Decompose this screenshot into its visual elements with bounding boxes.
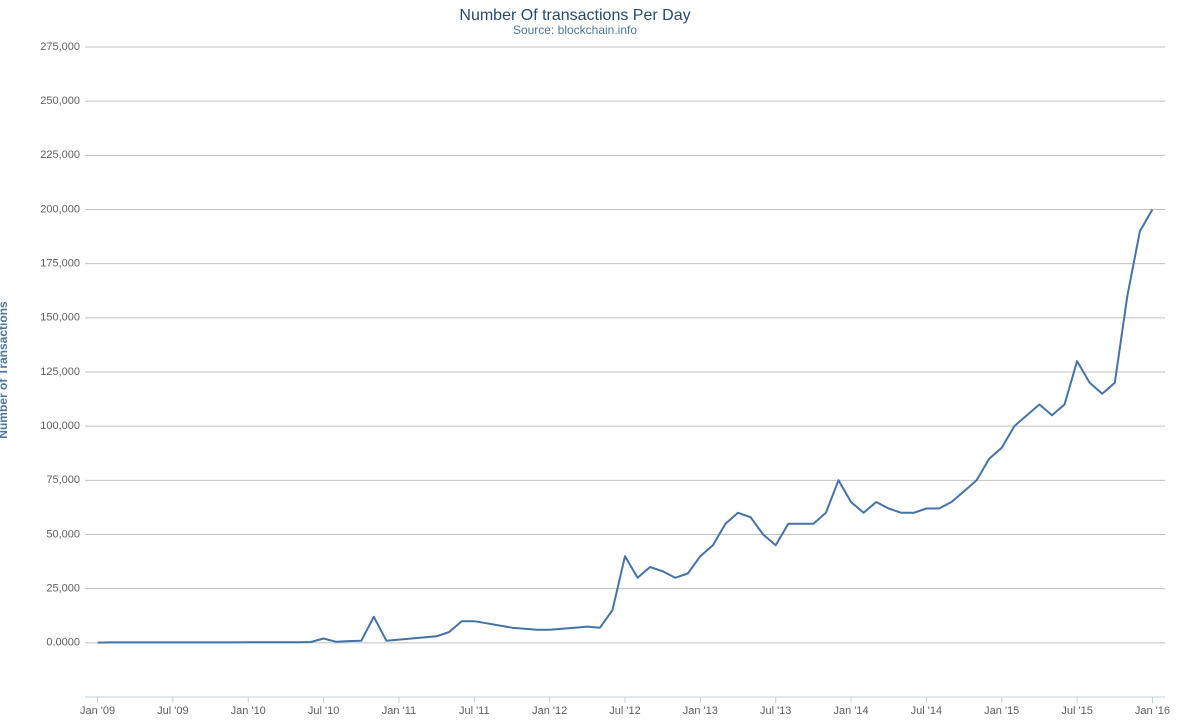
y-tick-label: 50,000 <box>46 528 80 540</box>
y-tick-label: 200,000 <box>40 203 80 215</box>
y-tick-label: 275,000 <box>40 41 80 53</box>
x-tick-label: Jul '12 <box>609 705 640 717</box>
y-tick-label: 100,000 <box>40 420 80 432</box>
line <box>97 209 1154 644</box>
y-tick-label: 175,000 <box>40 258 80 270</box>
x-tick-label: Jan '14 <box>833 705 868 717</box>
chart-title: Number Of transactions Per Day <box>459 7 690 24</box>
x-tick-label: Jul '10 <box>308 705 339 717</box>
x-tick-label: Jul '15 <box>1061 705 1092 717</box>
y-axis-label: Number of Transactions <box>0 301 10 439</box>
y-tick-label: 75,000 <box>46 474 80 486</box>
y-tick-label: 0.0000 <box>46 637 80 649</box>
x-tick-label: Jan '09 <box>80 705 115 717</box>
y-tick-label: 250,000 <box>40 95 80 107</box>
chart-subtitle: Source: blockchain.info <box>513 23 637 37</box>
x-tick-label: Jan '16 <box>1135 705 1170 717</box>
x-tick-label: Jan '12 <box>532 705 567 717</box>
x-tick-label: Jul '11 <box>459 705 490 717</box>
y-tick-label: 125,000 <box>40 366 80 378</box>
y-tick-label: 225,000 <box>40 149 80 161</box>
x-tick-label: Jul '09 <box>157 705 188 717</box>
x-tick-label: Jan '10 <box>231 705 266 717</box>
x-tick-label: Jul '13 <box>760 705 791 717</box>
y-tick-label: 150,000 <box>40 312 80 324</box>
x-tick-label: Jul '14 <box>911 705 942 717</box>
x-tick-label: Jan '11 <box>382 705 416 717</box>
y-tick-label: 25,000 <box>46 583 80 595</box>
x-tick-label: Jan '15 <box>984 705 1019 717</box>
x-tick-label: Jan '13 <box>683 705 718 717</box>
